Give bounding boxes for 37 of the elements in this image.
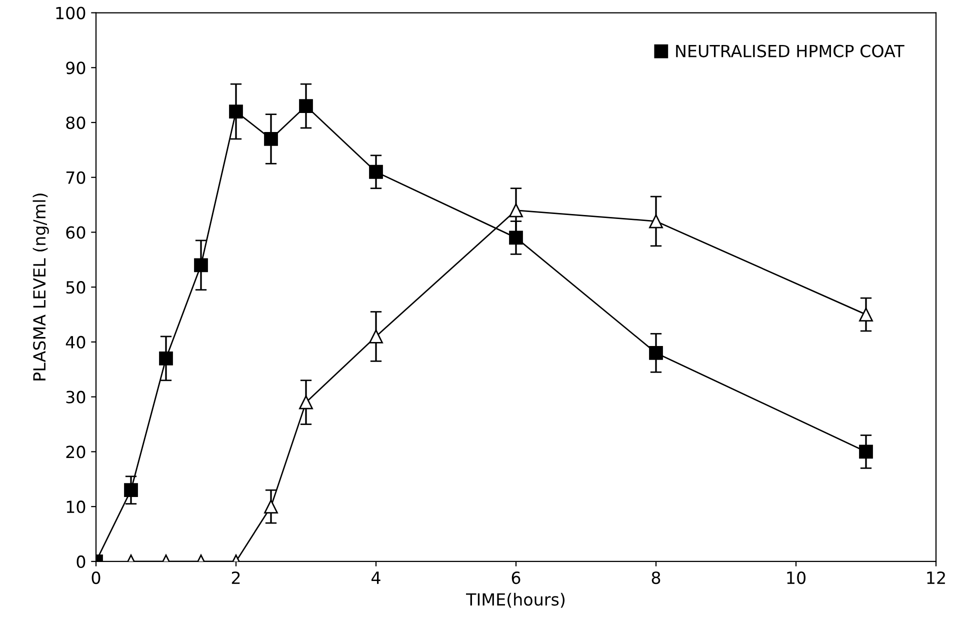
point [264,500,278,514]
x-tick-label: 8 [652,571,660,584]
point [194,258,208,272]
x-tick-label: 4 [372,572,380,584]
point [369,330,383,344]
y-tick-label: 90 [66,62,86,74]
y-tick-label: 0 [76,555,86,568]
legend-label: NEUTRALISED HPMCP COAT [676,44,904,58]
point [859,308,873,322]
y-tick-label: 80 [66,116,86,130]
y-tick-label: 50 [66,281,86,294]
point [299,99,313,113]
y-tick-label: 100 [56,6,86,20]
point [649,346,663,360]
y-tick-label: 10 [66,500,86,514]
x-axis-title: TIME(hours) [466,592,565,608]
y-tick-label: 70 [66,171,86,184]
point [264,132,278,146]
point [509,203,523,218]
y-tick-label: 20 [66,446,86,458]
y-tick-label: 40 [66,336,86,349]
x-tick-label: 6 [512,571,520,584]
point [229,104,243,118]
point [369,164,383,179]
point [124,483,138,498]
x-tick-label: 0 [92,571,100,584]
x-tick-label: 12 [927,571,945,584]
y-axis-title: PLASMA LEVEL (ng/ml) [32,194,49,380]
x-tick-label: 2 [232,571,240,584]
point [859,444,873,459]
point [299,395,313,410]
point [159,351,173,366]
y-tick-label: 60 [66,226,86,239]
point [649,214,663,228]
x-tick-label: 10 [787,571,806,584]
y-tick-label: 30 [66,390,86,404]
point [509,230,523,245]
